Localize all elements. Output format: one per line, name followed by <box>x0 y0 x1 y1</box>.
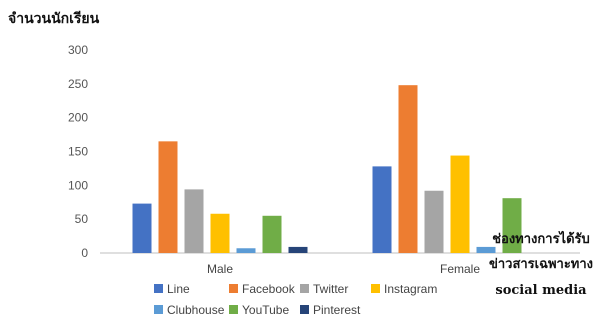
bar-youtube-female <box>502 198 522 253</box>
x-category-label: Male <box>207 262 233 276</box>
y-tick-label: 50 <box>75 212 89 226</box>
y-ticks: 0 50 100 150 200 250 300 <box>68 43 88 260</box>
legend-swatch-pinterest <box>300 305 309 314</box>
bars <box>132 85 522 253</box>
bar-clubhouse-female <box>476 246 496 253</box>
bar-youtube-male <box>262 215 282 253</box>
legend-label-facebook: Facebook <box>242 282 296 296</box>
annotation-line-3: social media <box>495 283 587 298</box>
legend: Line Facebook Twitter Instagram Clubhouse You… <box>154 282 437 317</box>
bar-facebook-female <box>398 85 418 253</box>
legend-swatch-youtube <box>229 305 238 314</box>
y-tick-label: 150 <box>68 145 88 159</box>
legend-swatch-clubhouse <box>154 305 163 314</box>
bar-twitter-female <box>424 190 444 253</box>
bar-pinterest-male <box>288 246 308 253</box>
bar-clubhouse-male <box>236 248 256 253</box>
legend-label-line: Line <box>167 282 190 296</box>
annotation-line-1: ช่องทางการได้รับ <box>492 230 590 247</box>
legend-label-clubhouse: Clubhouse <box>167 303 225 317</box>
bar-instagram-female <box>450 155 470 253</box>
legend-label-youtube: YouTube <box>242 303 289 317</box>
y-tick-label: 300 <box>68 43 88 57</box>
annotation-line-2: ข่าวสารเฉพาะทาง <box>489 257 593 272</box>
y-axis-label: จำนวนนักเรียน <box>8 11 100 27</box>
annotation: ช่องทางการได้รับ ข่าวสารเฉพาะทาง social … <box>489 230 593 298</box>
y-tick-label: 250 <box>68 77 88 91</box>
legend-swatch-twitter <box>300 284 309 293</box>
y-tick-label: 0 <box>81 246 88 260</box>
bar-instagram-male <box>210 213 230 253</box>
bar-facebook-male <box>158 141 178 253</box>
bar-line-female <box>372 166 392 253</box>
legend-label-twitter: Twitter <box>313 282 348 296</box>
x-categories: Male Female <box>207 262 480 276</box>
legend-label-pinterest: Pinterest <box>313 303 361 317</box>
legend-label-instagram: Instagram <box>384 282 437 296</box>
legend-swatch-line <box>154 284 163 293</box>
y-tick-label: 100 <box>68 178 88 192</box>
bar-twitter-male <box>184 189 204 253</box>
bar-line-male <box>132 203 152 253</box>
legend-swatch-instagram <box>371 284 380 293</box>
y-tick-label: 200 <box>68 111 88 125</box>
legend-swatch-facebook <box>229 284 238 293</box>
x-category-label: Female <box>440 262 480 276</box>
